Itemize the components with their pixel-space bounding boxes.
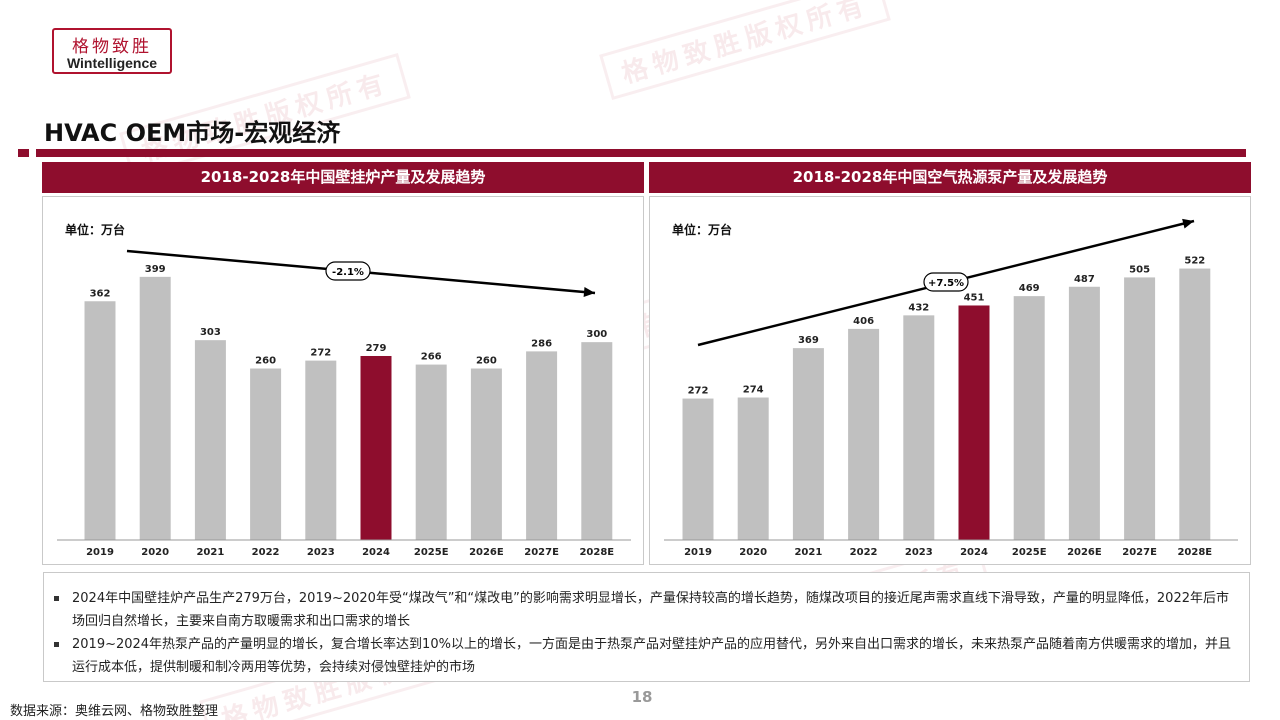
x-tick-label: 2021 — [794, 547, 822, 558]
data-label: 432 — [908, 302, 929, 313]
arrow-head-icon — [583, 287, 595, 297]
data-label: 303 — [200, 327, 221, 338]
bar — [526, 351, 558, 540]
bar — [581, 342, 613, 540]
page-title: HVAC OEM市场-宏观经济 — [44, 119, 341, 147]
data-label: 300 — [586, 329, 607, 340]
page-number: 18 — [631, 688, 653, 706]
cagr-label: +7.5% — [928, 278, 964, 289]
cagr-badge — [325, 261, 371, 281]
data-label: 522 — [1184, 256, 1205, 267]
x-tick-label: 2026E — [1067, 547, 1102, 558]
notes-box: 2024年中国壁挂炉产品生产279万台，2019~2020年受“煤改气”和“煤改… — [43, 572, 1250, 682]
bar — [848, 328, 880, 540]
bar — [139, 276, 171, 540]
x-tick-label: 2024 — [362, 547, 390, 558]
bar — [958, 305, 990, 540]
x-tick-label: 2027E — [1122, 547, 1157, 558]
cagr-badge — [923, 272, 969, 292]
note-text: 2019~2024年热泵产品的产量明显的增长，复合增长率达到10%以上的增长，一… — [72, 637, 1231, 675]
x-tick-label: 2023 — [905, 547, 933, 558]
data-label: 272 — [310, 348, 331, 359]
x-tick-label: 2020 — [141, 547, 169, 558]
bar — [360, 355, 392, 540]
x-tick-label: 2025E — [1012, 547, 1047, 558]
unit-label: 单位：万台 — [672, 222, 732, 237]
company-logo: 格物致胜 Wintelligence — [52, 28, 172, 74]
right-bar-chart: 单位：万台 272 2019 274 2020 369 2021 406 2022 432 2023… — [664, 218, 1238, 558]
right-chart-title: 2018-2028年中国空气热源泵产量及发展趋势 — [649, 162, 1251, 193]
data-source: 数据来源：奥维云网、格物致胜整理 — [10, 704, 219, 719]
x-tick-label: 2020 — [739, 547, 767, 558]
x-tick-label: 2028E — [1177, 547, 1212, 558]
x-tick-label: 2022 — [850, 547, 878, 558]
x-tick-label: 2026E — [469, 547, 504, 558]
right-chart-panel: 单位：万台 272 2019 274 2020 369 2021 406 2022 432 2023… — [649, 196, 1251, 565]
watermark: 格物致胜版权所有 — [599, 0, 891, 101]
data-label: 451 — [964, 292, 985, 303]
bullet-icon — [54, 642, 59, 647]
bar — [84, 301, 116, 540]
data-label: 399 — [145, 264, 166, 275]
note-text: 2024年中国壁挂炉产品生产279万台，2019~2020年受“煤改气”和“煤改… — [72, 591, 1229, 629]
bar — [415, 364, 447, 540]
note-item: 2024年中国壁挂炉产品生产279万台，2019~2020年受“煤改气”和“煤改… — [54, 587, 1235, 633]
cagr-label: -2.1% — [332, 267, 364, 278]
logo-chinese-text: 格物致胜 — [72, 37, 152, 57]
x-tick-label: 2021 — [196, 547, 224, 558]
data-label: 286 — [531, 338, 552, 349]
bar — [682, 398, 714, 540]
data-label: 487 — [1074, 274, 1095, 285]
left-bar-chart: 单位：万台 362 2019 399 2020 303 2021 260 2022 272 2023… — [57, 222, 631, 558]
data-label: 260 — [476, 356, 497, 367]
bar — [194, 340, 226, 540]
data-label: 274 — [743, 385, 764, 396]
arrow-head-icon — [1182, 218, 1194, 229]
title-accent-square — [18, 149, 29, 157]
data-label: 260 — [255, 356, 276, 367]
data-label: 505 — [1129, 264, 1150, 275]
left-chart-panel: 单位：万台 362 2019 399 2020 303 2021 260 2022 272 2023… — [42, 196, 644, 565]
data-label: 469 — [1019, 283, 1040, 294]
data-label: 362 — [90, 288, 111, 299]
data-label: 272 — [688, 386, 709, 397]
logo-english-text: Wintelligence — [66, 55, 158, 71]
bar — [792, 348, 824, 540]
bar — [737, 397, 769, 540]
x-tick-label: 2025E — [414, 547, 449, 558]
x-tick-label: 2019 — [86, 547, 114, 558]
x-tick-label: 2024 — [960, 547, 988, 558]
bullet-icon — [54, 596, 59, 601]
x-tick-label: 2028E — [579, 547, 614, 558]
bar — [1179, 268, 1211, 540]
data-label: 406 — [853, 316, 874, 327]
title-underline-bar — [36, 149, 1246, 157]
note-item: 2019~2024年热泵产品的产量明显的增长，复合增长率达到10%以上的增长，一… — [54, 633, 1235, 679]
bar — [250, 368, 282, 540]
x-tick-label: 2022 — [252, 547, 280, 558]
bar — [1068, 286, 1100, 540]
bar — [903, 315, 935, 540]
bar — [1124, 277, 1156, 540]
data-label: 369 — [798, 335, 819, 346]
bar — [470, 368, 502, 540]
left-chart-title: 2018-2028年中国壁挂炉产量及发展趋势 — [42, 162, 644, 193]
x-tick-label: 2027E — [524, 547, 559, 558]
data-label: 279 — [366, 343, 387, 354]
bar — [1013, 296, 1045, 540]
unit-label: 单位：万台 — [65, 222, 125, 237]
data-label: 266 — [421, 352, 442, 363]
x-tick-label: 2019 — [684, 547, 712, 558]
x-tick-label: 2023 — [307, 547, 335, 558]
bar — [305, 360, 337, 540]
